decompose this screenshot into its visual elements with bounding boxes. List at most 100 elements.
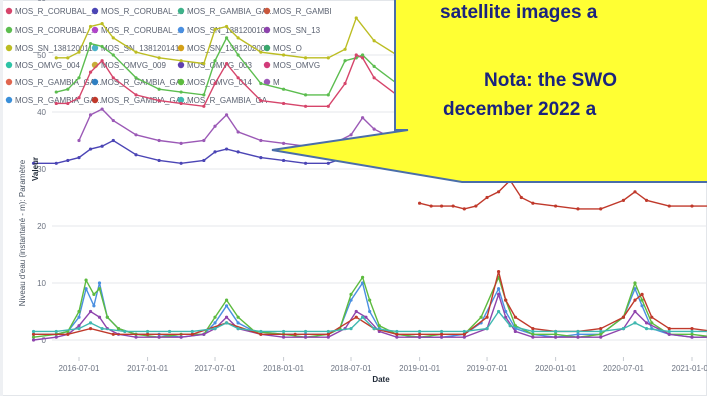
data-point	[202, 158, 206, 163]
legend-item[interactable]: MOS_SN_1381200117	[5, 44, 98, 53]
data-point	[644, 321, 649, 325]
legend-item[interactable]: MOS_R_CORUBAL_...	[5, 7, 98, 16]
data-point	[100, 144, 104, 148]
legend-swatch	[5, 61, 13, 69]
data-point	[179, 90, 183, 94]
data-point	[100, 44, 104, 49]
legend-swatch	[91, 7, 99, 15]
series	[54, 53, 399, 108]
legend-item[interactable]: M	[263, 78, 280, 87]
legend-label: MOS_OMVG_003	[187, 61, 252, 70]
callout: satellite images a Nota: the SWO decembe…	[271, 0, 707, 183]
series	[77, 107, 399, 148]
data-point	[360, 116, 365, 120]
data-point	[123, 329, 127, 334]
data-point	[157, 87, 161, 91]
legend-item[interactable]: MOS_R_GAMBI	[263, 7, 332, 16]
data-point	[179, 141, 183, 145]
data-point	[395, 335, 399, 339]
legend-item[interactable]: MOS_R_GAMBIA_GA...	[5, 78, 102, 87]
data-point	[474, 204, 478, 208]
data-point	[621, 198, 626, 202]
data-point	[134, 133, 138, 137]
legend-item[interactable]: MOS_OMVG_004	[5, 61, 81, 70]
legend-label: MOS_R_GAMBIA_GA...	[187, 7, 274, 16]
data-point	[462, 329, 466, 334]
legend-item[interactable]: MOS_R_CORUBAL_...	[91, 7, 184, 16]
legend-item[interactable]: MOS_SN_1381202006	[177, 44, 270, 53]
legend-item[interactable]: MOS_R_CORUBAL_...	[5, 26, 98, 35]
data-point	[496, 309, 501, 314]
legend-item[interactable]: MOS_SN_1381200106	[177, 26, 270, 35]
data-point	[134, 153, 138, 157]
legend-item[interactable]: MOS_O	[263, 44, 302, 53]
data-point	[54, 335, 58, 339]
data-point	[531, 332, 535, 336]
y-axis-title-bold: Valeur	[31, 157, 40, 181]
data-point	[224, 147, 229, 151]
data-point	[343, 47, 347, 51]
legend-item[interactable]: MOS_SN_13	[263, 26, 321, 35]
data-point	[224, 113, 229, 117]
data-point	[84, 278, 88, 282]
data-point	[213, 27, 217, 31]
data-point	[513, 329, 517, 334]
y-tick-label: 0	[42, 336, 47, 345]
legend-item[interactable]: MOS_R_GAMBIA_GA...	[5, 96, 102, 105]
panel-left-edge	[0, 0, 3, 396]
data-point	[354, 16, 358, 20]
series	[31, 270, 707, 336]
legend-item[interactable]: MOS_OMVG_003	[177, 61, 253, 70]
data-point	[167, 329, 172, 334]
data-point	[97, 315, 102, 319]
y-tick-label: 50	[37, 51, 46, 60]
legend-swatch	[177, 96, 185, 104]
data-point	[31, 335, 36, 339]
legend-item[interactable]: MOS_R_GAMBIA_GA	[177, 96, 268, 105]
data-point	[281, 141, 286, 145]
legend-label: MOS_SN_1381200106	[187, 26, 270, 35]
data-point	[213, 321, 217, 325]
data-point	[202, 93, 206, 97]
data-point	[451, 204, 455, 208]
legend-item[interactable]: MOS_R_GAMBIA_GA...	[91, 96, 188, 105]
data-point	[368, 309, 372, 314]
legend-swatch	[5, 96, 13, 104]
data-point	[236, 76, 240, 80]
data-point	[372, 76, 376, 80]
y-tick-label: 60	[37, 0, 46, 3]
data-point	[599, 332, 603, 336]
data-point	[97, 281, 102, 285]
data-point	[531, 329, 535, 334]
data-point	[554, 332, 558, 336]
legend-swatch	[263, 78, 271, 86]
legend-item[interactable]: MOS_R_CORUBAL_...	[91, 26, 184, 35]
legend-swatch	[5, 44, 13, 52]
data-point	[213, 327, 217, 331]
data-point	[303, 335, 308, 339]
legend-item[interactable]: MOS_OMVG_014	[177, 78, 253, 87]
legend-swatch	[177, 78, 185, 86]
data-point	[519, 195, 523, 200]
legend-item[interactable]: MOS_R_GAMBIA_GA...	[177, 7, 274, 16]
data-point	[111, 53, 115, 57]
data-point	[531, 327, 535, 331]
data-point	[97, 287, 102, 291]
data-point	[633, 287, 637, 291]
data-point	[66, 56, 70, 60]
data-point	[429, 204, 433, 208]
data-point	[77, 315, 81, 319]
callout-line-1: satellite images a	[440, 2, 598, 23]
x-tick-label: 2019-01-01	[399, 364, 440, 373]
y-tick-label: 40	[37, 108, 46, 117]
data-point	[259, 138, 263, 143]
data-point	[111, 76, 115, 80]
legend-swatch	[91, 78, 99, 86]
data-point	[368, 298, 372, 302]
data-point	[640, 304, 644, 308]
data-point	[439, 329, 444, 334]
legend-item[interactable]: MOS_OMVG	[263, 61, 320, 70]
data-point	[349, 292, 353, 296]
data-point	[134, 93, 138, 97]
legend-item[interactable]: MOS_SN_1381201410	[91, 44, 184, 53]
